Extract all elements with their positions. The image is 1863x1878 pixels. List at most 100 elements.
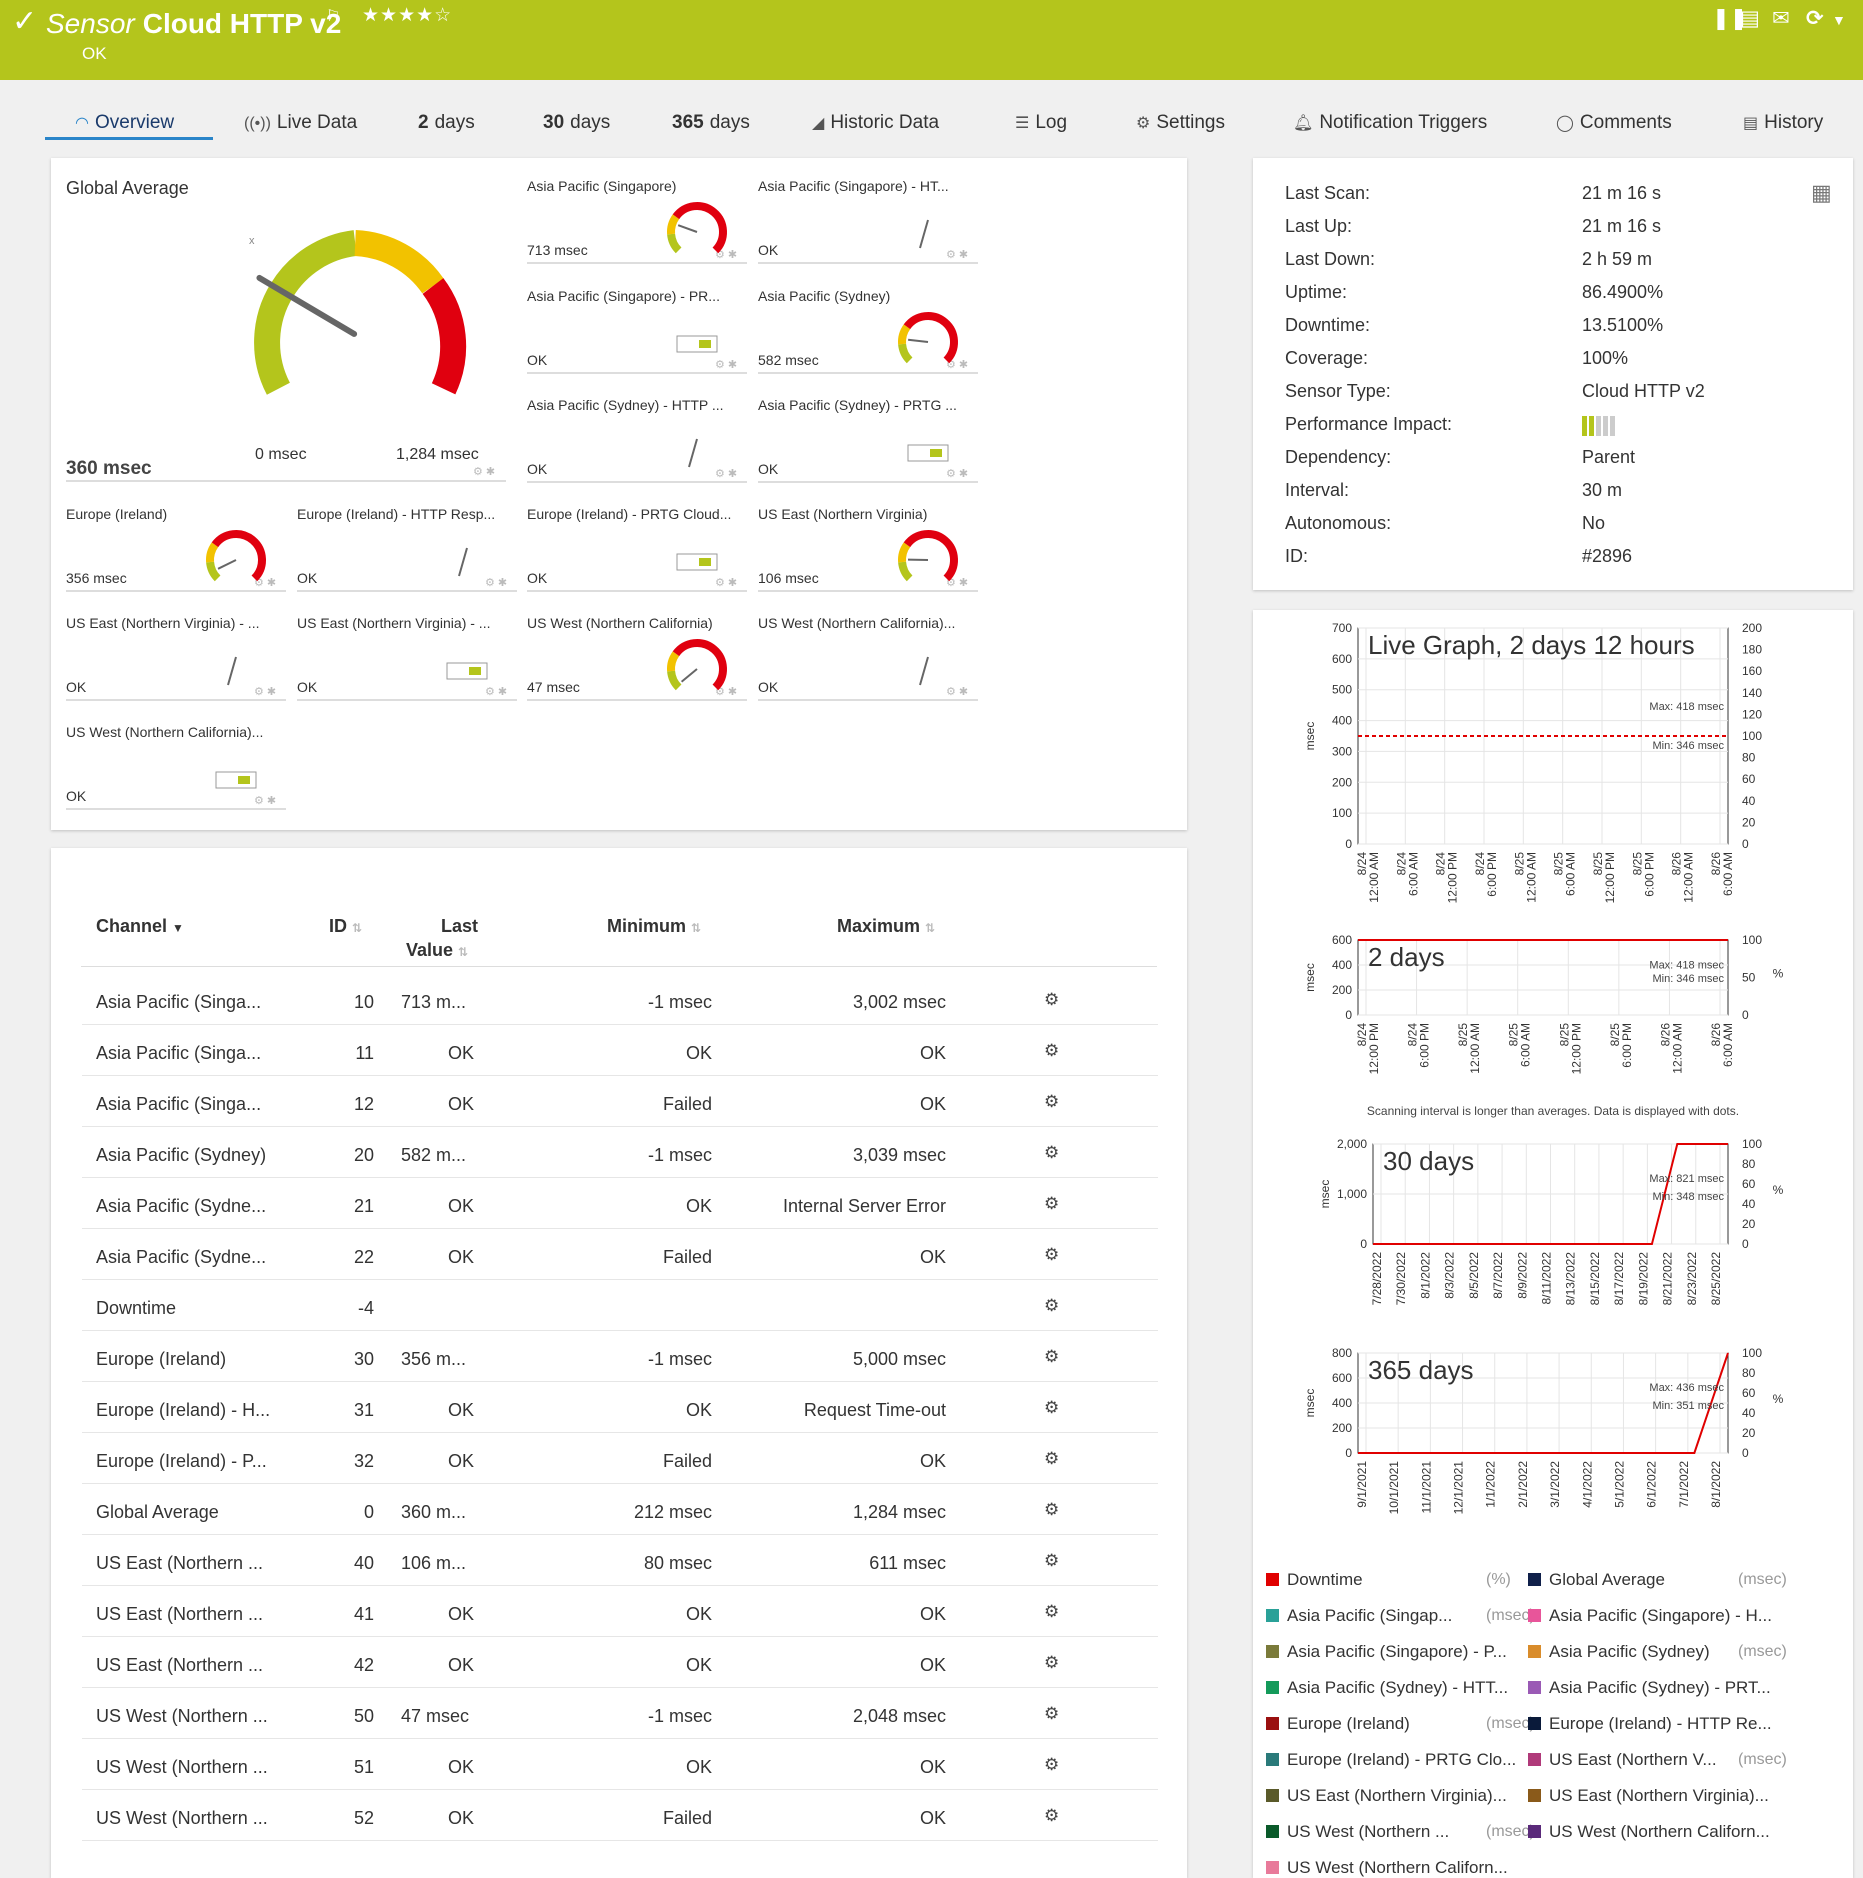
legend-item[interactable]: Asia Pacific (Sydney) - PRT...: [1528, 1678, 1771, 1698]
channel-settings-icon[interactable]: ⚙: [1044, 1296, 1059, 1316]
legend-item[interactable]: Asia Pacific (Singapore) - H...: [1528, 1606, 1772, 1626]
minimum-value: -1 msec: [648, 992, 712, 1013]
channel-settings-icon[interactable]: ⚙: [1044, 1704, 1059, 1724]
channel-settings-icon[interactable]: ⚙: [1044, 1347, 1059, 1367]
legend-item[interactable]: US West (Northern Californ...: [1528, 1822, 1770, 1842]
id-header[interactable]: ID ⇅: [329, 916, 362, 937]
flag-icon[interactable]: ⚐: [326, 6, 340, 26]
minimum-header[interactable]: Minimum ⇅: [607, 916, 701, 937]
legend-item[interactable]: US East (Northern Virginia)...: [1266, 1786, 1507, 1806]
legend-item[interactable]: Europe (Ireland): [1266, 1714, 1410, 1734]
tab-live-data[interactable]: ((•))Live Data: [244, 112, 357, 134]
last-value-header-line2[interactable]: Value ⇅: [406, 940, 468, 961]
last-value-header[interactable]: Last: [441, 916, 478, 937]
channel-settings-icon[interactable]: ⚙: [1044, 1755, 1059, 1775]
refresh-icon[interactable]: ⟳: [1806, 6, 1824, 31]
tab-settings[interactable]: ⚙Settings: [1136, 112, 1225, 134]
channel-settings-icon[interactable]: ⚙: [1044, 1806, 1059, 1826]
legend-item[interactable]: Asia Pacific (Sydney) - HTT...: [1266, 1678, 1508, 1698]
mini-gauge-tile[interactable]: US West (Northern California)47 msec⚙ ✱: [527, 615, 747, 715]
mini-gauge-tile[interactable]: US West (Northern California)...OK⚙ ✱: [758, 615, 978, 715]
mini-gauge-tile[interactable]: Europe (Ireland) - PRTG Cloud...OK⚙ ✱: [527, 506, 747, 606]
channel-header[interactable]: Channel ▼: [96, 916, 184, 937]
legend-item[interactable]: Europe (Ireland) - HTTP Re...: [1528, 1714, 1772, 1734]
mini-gauge-tile[interactable]: Asia Pacific (Singapore) - PR...OK⚙ ✱: [527, 288, 747, 388]
mini-gauge-tile[interactable]: US East (Northern Virginia)106 msec⚙ ✱: [758, 506, 978, 606]
channel-id: 42: [354, 1655, 374, 1676]
tab-log[interactable]: ☰Log: [1015, 112, 1067, 134]
priority-stars[interactable]: ★★★★☆: [362, 4, 452, 27]
legend-item[interactable]: Europe (Ireland) - PRTG Clo...: [1266, 1750, 1516, 1770]
mini-gauge-value: 106 msec: [758, 570, 819, 586]
legend-item[interactable]: US East (Northern V...: [1528, 1750, 1717, 1770]
mini-gauge-tile[interactable]: US West (Northern California)...OK⚙ ✱: [66, 724, 286, 824]
channel-settings-icon[interactable]: ⚙: [1044, 1449, 1059, 1469]
channel-settings-icon[interactable]: ⚙: [1044, 1194, 1059, 1214]
channel-settings-icon[interactable]: ⚙: [1044, 1500, 1059, 1520]
legend-item[interactable]: US West (Northern ...: [1266, 1822, 1449, 1842]
mini-gauge-tile[interactable]: US East (Northern Virginia) - ...OK⚙ ✱: [297, 615, 517, 715]
mini-gauge-title: US East (Northern Virginia): [758, 506, 978, 522]
y-tick-label: 400: [1332, 1396, 1352, 1410]
channel-settings-icon[interactable]: ⚙: [1044, 1602, 1059, 1622]
tab-comments[interactable]: ◯Comments: [1556, 112, 1672, 134]
channel-settings-icon[interactable]: ⚙: [1044, 1551, 1059, 1571]
mini-gauge-tile[interactable]: Europe (Ireland) - HTTP Resp...OK⚙ ✱: [297, 506, 517, 606]
channel-settings-icon[interactable]: ⚙: [1044, 1041, 1059, 1061]
mini-gauge-tile[interactable]: Europe (Ireland)356 msec⚙ ✱: [66, 506, 286, 606]
channel-name: Europe (Ireland): [96, 1349, 226, 1370]
channel-settings-icon[interactable]: ⚙: [1044, 1398, 1059, 1418]
legend-item[interactable]: Asia Pacific (Singap...: [1266, 1606, 1452, 1626]
channel-settings-icon[interactable]: ⚙: [1044, 990, 1059, 1010]
legend-item[interactable]: Asia Pacific (Singapore) - P...: [1266, 1642, 1507, 1662]
tab-overview[interactable]: ◠Overview: [75, 112, 174, 134]
report-icon[interactable]: ▤: [1740, 6, 1760, 31]
x-tick-label: 8/13/2022: [1564, 1252, 1578, 1306]
global-average-gauge[interactable]: x: [221, 198, 521, 438]
legend-item[interactable]: Asia Pacific (Sydney): [1528, 1642, 1710, 1662]
channel-settings-icon[interactable]: ⚙: [1044, 1092, 1059, 1112]
legend-item[interactable]: US East (Northern Virginia)...: [1528, 1786, 1769, 1806]
maximum-header[interactable]: Maximum ⇅: [837, 916, 935, 937]
mini-gauge-tile[interactable]: Asia Pacific (Singapore) - HT...OK⚙ ✱: [758, 178, 978, 278]
mini-gauge-tile[interactable]: Asia Pacific (Sydney) - HTTP ...OK⚙ ✱: [527, 397, 747, 497]
tab-history[interactable]: ▤History: [1743, 112, 1823, 134]
tab-notification-triggers[interactable]: 🔔︎Notification Triggers: [1293, 112, 1487, 134]
tab-label: Historic Data: [830, 112, 939, 133]
chevron-down-icon[interactable]: ▼: [1832, 12, 1846, 28]
gauge-settings-icon[interactable]: ⚙ ✱: [473, 465, 495, 478]
qr-code-icon[interactable]: ▦: [1811, 180, 1832, 206]
channel-settings-icon[interactable]: ⚙: [1044, 1245, 1059, 1265]
table-row[interactable]: Downtime-4⚙: [82, 1280, 1158, 1331]
mini-gauge-tile[interactable]: US East (Northern Virginia) - ...OK⚙ ✱: [66, 615, 286, 715]
email-icon[interactable]: ✉: [1772, 6, 1790, 31]
legend-item[interactable]: US West (Northern Californ...: [1266, 1858, 1508, 1878]
tab-historic-data[interactable]: ◢Historic Data: [812, 112, 939, 134]
mini-gauge-tile[interactable]: Asia Pacific (Sydney) - PRTG ...OK⚙ ✱: [758, 397, 978, 497]
legend-item[interactable]: Downtime: [1266, 1570, 1363, 1590]
channel-settings-icon[interactable]: ⚙: [1044, 1653, 1059, 1673]
legend-item[interactable]: Global Average: [1528, 1570, 1665, 1590]
mini-gauge-tile[interactable]: Asia Pacific (Sydney)582 msec⚙ ✱: [758, 288, 978, 388]
channel-settings-icon[interactable]: ⚙: [1044, 1143, 1059, 1163]
mini-gauge-tile[interactable]: Asia Pacific (Singapore)713 msec⚙ ✱: [527, 178, 747, 278]
